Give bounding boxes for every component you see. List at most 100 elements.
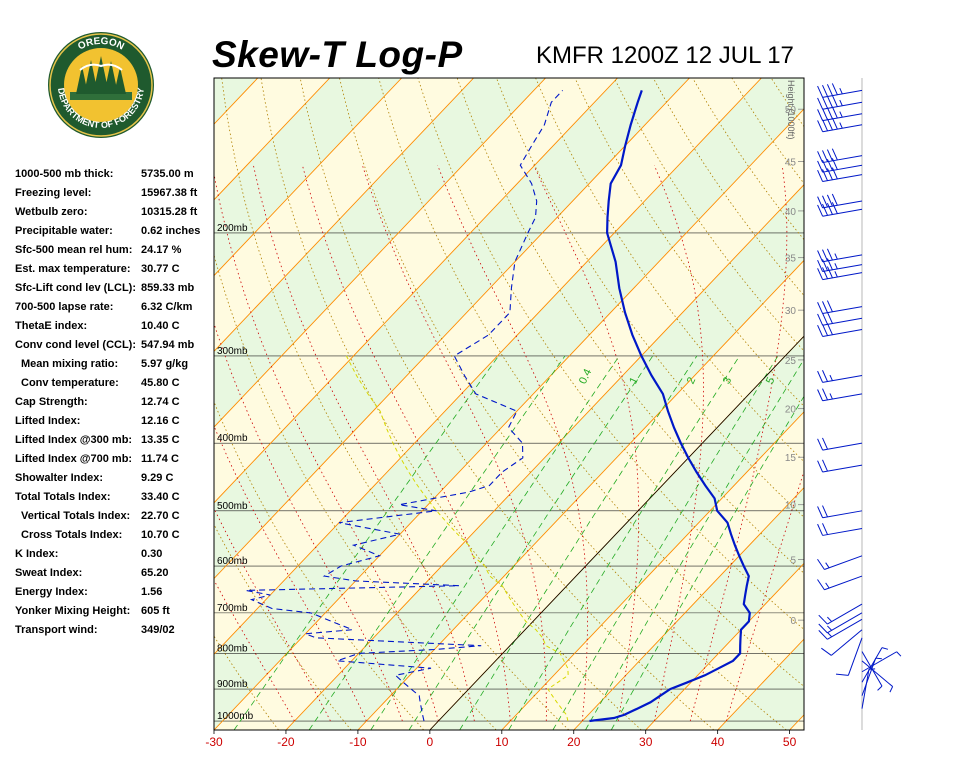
wind-barb-flag <box>831 167 838 180</box>
index-label: Total Totals Index: <box>15 491 111 503</box>
wind-barb-flag <box>817 170 824 182</box>
moist-adiabat <box>533 165 640 722</box>
wind-barb-half-flag <box>839 111 843 118</box>
isotherm-band <box>0 78 114 730</box>
index-label: Sweat Index: <box>15 567 83 579</box>
logo-trees-icon <box>70 56 132 100</box>
wind-barb-half-flag <box>834 263 838 270</box>
wind-barb-staff <box>822 306 863 315</box>
index-row: Lifted Index @300 mb: 13.35 C <box>15 434 215 453</box>
x-tick-label: 50 <box>783 735 797 749</box>
wind-barb <box>818 603 863 625</box>
mixing-ratio-line <box>370 355 620 730</box>
index-row: Vertical Totals Index: 22.70 C <box>15 510 215 529</box>
wind-barb <box>817 95 863 110</box>
dry-adiabat <box>299 78 715 730</box>
index-label: Transport wind: <box>15 624 98 636</box>
index-row: Sfc-Lift cond lev (LCL): 859.33 mb <box>15 282 215 301</box>
wind-barb-flag <box>826 194 833 207</box>
pressure-label: 1000mb <box>217 711 254 722</box>
index-label: Energy Index: <box>15 586 88 598</box>
wind-barb <box>817 388 863 402</box>
wind-barb-staff <box>861 657 877 696</box>
dry-adiabat <box>23 78 206 730</box>
isotherm-line <box>214 78 690 580</box>
pressure-labels: 200mb 300mb 400mb 500mb 600mb 700mb 800mb 900mb… <box>217 223 254 722</box>
isotherm-band <box>0 78 42 730</box>
index-row: Est. max temperature: 30.77 C <box>15 263 215 282</box>
wind-barb-flag <box>826 323 833 335</box>
wind-barb-flag <box>817 324 824 337</box>
oregon-department-of-forestry-logo: OREGON DEPARTMENT OF FORESTRY <box>48 32 154 138</box>
mixing-ratio-label: 5 <box>764 375 777 386</box>
dry-adiabat <box>850 78 960 730</box>
wind-barb-flag <box>831 202 838 214</box>
pressure-label: 500mb <box>217 501 248 512</box>
isotherm-band <box>214 78 804 730</box>
wind-barb-half-flag <box>829 374 833 381</box>
wind-barb <box>817 311 863 326</box>
wind-barb-half-flag <box>827 616 833 622</box>
wind-barb-staff <box>861 647 883 683</box>
wind-barb-flag <box>822 195 828 208</box>
index-value: 859.33 mb <box>141 282 195 294</box>
wind-barb-flag <box>817 558 825 570</box>
height-tick-label: 45 <box>785 157 797 168</box>
dry-adiabat <box>535 78 804 463</box>
moist-adiabat <box>214 507 331 722</box>
isotherm-line <box>0 78 186 730</box>
index-row: Conv temperature: 45.80 C <box>15 377 215 396</box>
index-value: 12.74 C <box>141 396 180 408</box>
index-value: 9.29 C <box>141 472 174 484</box>
wind-barb-staff <box>861 651 897 673</box>
wind-barb-flag <box>826 300 833 313</box>
index-label: Yonker Mixing Height: <box>15 605 131 617</box>
dry-adiabat <box>928 78 960 730</box>
dry-adiabat <box>221 78 570 730</box>
wind-barb <box>817 555 863 570</box>
wind-barb-staff <box>847 637 863 676</box>
pressure-label: 600mb <box>217 556 248 567</box>
wind-barb-staff <box>822 527 863 536</box>
index-value: 30.77 C <box>141 263 180 275</box>
isotherm-line <box>357 259 804 730</box>
index-row: Cross Totals Index: 10.70 C <box>15 529 215 548</box>
height-tick-label: 25 <box>785 356 797 367</box>
wind-barb-flag <box>818 630 828 640</box>
wind-barb <box>817 505 863 519</box>
wind-barb-flag <box>817 313 824 326</box>
wind-barb-flag <box>831 193 838 206</box>
index-row: K Index: 0.30 <box>15 548 215 567</box>
wind-barb-half-flag <box>877 685 883 691</box>
moist-adiabat <box>214 171 439 722</box>
height-tick-label: 50 <box>785 105 797 116</box>
pressure-label: 900mb <box>217 679 248 690</box>
pressure-label: 300mb <box>217 346 248 357</box>
wind-barb-flag <box>822 388 828 401</box>
wind-barb-flag <box>822 150 828 162</box>
index-label: ThetaE index: <box>15 320 88 332</box>
wind-barb <box>817 167 863 183</box>
wind-barb <box>817 117 863 133</box>
moist-adiabat <box>653 165 704 722</box>
wind-barb <box>817 202 863 217</box>
zero-isotherm-line <box>429 335 804 730</box>
mixing-ratio-line <box>408 355 654 730</box>
wind-barb <box>861 651 902 673</box>
x-tick-label: -30 <box>205 735 223 749</box>
parcel-trace <box>345 355 569 722</box>
index-value: 10.40 C <box>141 320 180 332</box>
x-tick-label: -10 <box>349 735 367 749</box>
wind-barb-half-flag <box>875 657 882 660</box>
wind-barb-staff <box>827 603 863 625</box>
wind-barb-flag <box>831 106 838 119</box>
index-value: 605 ft <box>141 605 170 617</box>
wind-barb-flag <box>817 151 824 163</box>
wind-barb-flag <box>822 96 828 109</box>
isotherm-color-bands <box>0 78 804 730</box>
index-value: 5735.00 m <box>141 168 194 180</box>
height-tick-label: 40 <box>785 207 797 218</box>
wind-barb-flag <box>817 523 824 536</box>
index-label: Mean mixing ratio: <box>21 358 119 370</box>
wind-barb <box>817 258 863 273</box>
